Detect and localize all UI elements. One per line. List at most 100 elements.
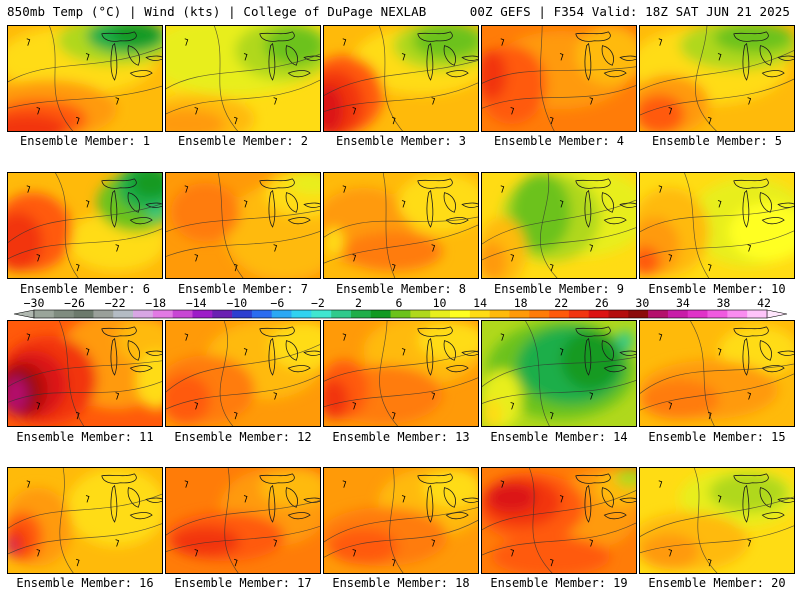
great-lakes-outline: [461, 497, 478, 503]
ensemble-member-label: Ensemble Member: 19: [490, 576, 628, 590]
ensemble-panel-2: [165, 25, 321, 132]
temperature-map-3: [324, 26, 478, 131]
wind-barb: [401, 53, 406, 61]
colorbar-swatch: [687, 310, 708, 318]
great-lakes-outline: [742, 337, 750, 376]
height-contour: [48, 26, 74, 131]
height-contour: [482, 227, 636, 261]
wind-barb: [352, 254, 357, 262]
temperature-map-9: [482, 173, 636, 278]
wind-barb: [391, 116, 396, 125]
great-lakes-outline: [603, 512, 627, 520]
wind-barb: [717, 348, 722, 356]
great-lakes-outline: [759, 45, 772, 66]
ensemble-member-label: Ensemble Member: 13: [332, 430, 470, 444]
great-lakes-outline: [733, 473, 769, 484]
great-lakes-outline: [129, 217, 153, 225]
colorbar-swatch: [450, 310, 471, 318]
height-contour: [539, 26, 555, 131]
wind-barb: [26, 480, 31, 488]
wind-barb: [401, 348, 406, 356]
wind-barb: [115, 392, 120, 400]
height-contour: [482, 379, 636, 404]
colorbar-swatch: [707, 310, 728, 318]
temperature-map-18: [324, 468, 478, 573]
wind-barb: [115, 97, 120, 105]
wind-barb: [401, 495, 406, 503]
colorbar-swatch: [549, 310, 570, 318]
wind-barb: [36, 402, 41, 410]
ensemble-panel-14: [481, 320, 637, 427]
ensemble-panel-17: [165, 467, 321, 574]
wind-barb: [589, 392, 594, 400]
wind-barb: [85, 200, 90, 208]
wind-barb: [85, 53, 90, 61]
height-contour: [166, 500, 320, 536]
wind-barb: [342, 480, 347, 488]
great-lakes-outline: [101, 178, 137, 189]
wind-barb: [184, 185, 189, 193]
height-contour: [8, 228, 162, 260]
height-contour: [482, 522, 636, 556]
great-lakes-outline: [461, 202, 478, 208]
great-lakes-outline: [303, 350, 320, 356]
height-contour: [528, 468, 553, 573]
wind-barb: [342, 38, 347, 46]
wind-barb: [85, 495, 90, 503]
great-lakes-outline: [777, 55, 794, 61]
temperature-map-13: [324, 321, 478, 426]
ensemble-panel-8: [323, 172, 479, 279]
great-lakes-outline: [575, 326, 611, 337]
wind-barb: [36, 254, 41, 262]
colorbar-swatch: [588, 310, 609, 318]
height-contour: [59, 468, 74, 573]
great-lakes-outline: [268, 42, 276, 81]
ensemble-member-label: Ensemble Member: 9: [493, 282, 625, 296]
ensemble-member-label: Ensemble Member: 15: [648, 430, 786, 444]
colorbar-tick-label: 14: [473, 296, 487, 310]
colorbar-tick-label: −6: [270, 296, 284, 310]
wind-barb: [75, 411, 80, 420]
great-lakes-outline: [287, 217, 311, 225]
great-lakes-outline: [443, 192, 456, 213]
wind-barb: [510, 402, 515, 410]
colorbar-tick-label: 34: [676, 296, 690, 310]
wind-barb: [707, 411, 712, 420]
wind-barb: [352, 107, 357, 115]
temperature-map-14: [482, 321, 636, 426]
colorbar-swatch: [73, 310, 94, 318]
great-lakes-outline: [461, 350, 478, 356]
great-lakes-outline: [287, 512, 311, 520]
great-lakes-outline: [461, 55, 478, 61]
height-contour: [8, 523, 162, 555]
great-lakes-outline: [110, 42, 118, 81]
model-run-info: 00Z GEFS | F354 Valid: 18Z SAT JUN 21 20…: [469, 4, 790, 19]
ensemble-panel-15: [639, 320, 795, 427]
temperature-map-10: [640, 173, 794, 278]
great-lakes-outline: [742, 42, 750, 81]
ensemble-member-label: Ensemble Member: 11: [16, 430, 154, 444]
height-contour: [166, 374, 320, 410]
wind-barb: [273, 392, 278, 400]
wind-barb: [273, 97, 278, 105]
colorbar-swatch: [390, 310, 411, 318]
wind-barb: [75, 558, 80, 567]
colorbar-tick-label: 6: [396, 296, 403, 310]
colorbar-swatch: [568, 310, 590, 318]
great-lakes-outline: [101, 473, 137, 484]
ensemble-member-label: Ensemble Member: 20: [648, 576, 786, 590]
great-lakes-outline: [259, 473, 295, 484]
height-contour: [324, 377, 478, 408]
great-lakes-outline: [110, 337, 118, 376]
colorbar-tick-label: −18: [145, 296, 166, 310]
great-lakes-outline: [129, 70, 153, 78]
height-contour: [540, 173, 558, 278]
wind-barb: [717, 495, 722, 503]
great-lakes-outline: [426, 337, 434, 376]
height-contour: [482, 199, 636, 245]
ensemble-member-label: Ensemble Member: 17: [174, 576, 312, 590]
great-lakes-outline: [127, 192, 140, 213]
height-contour: [640, 50, 794, 91]
height-contour: [482, 490, 636, 531]
wind-barb: [184, 38, 189, 46]
